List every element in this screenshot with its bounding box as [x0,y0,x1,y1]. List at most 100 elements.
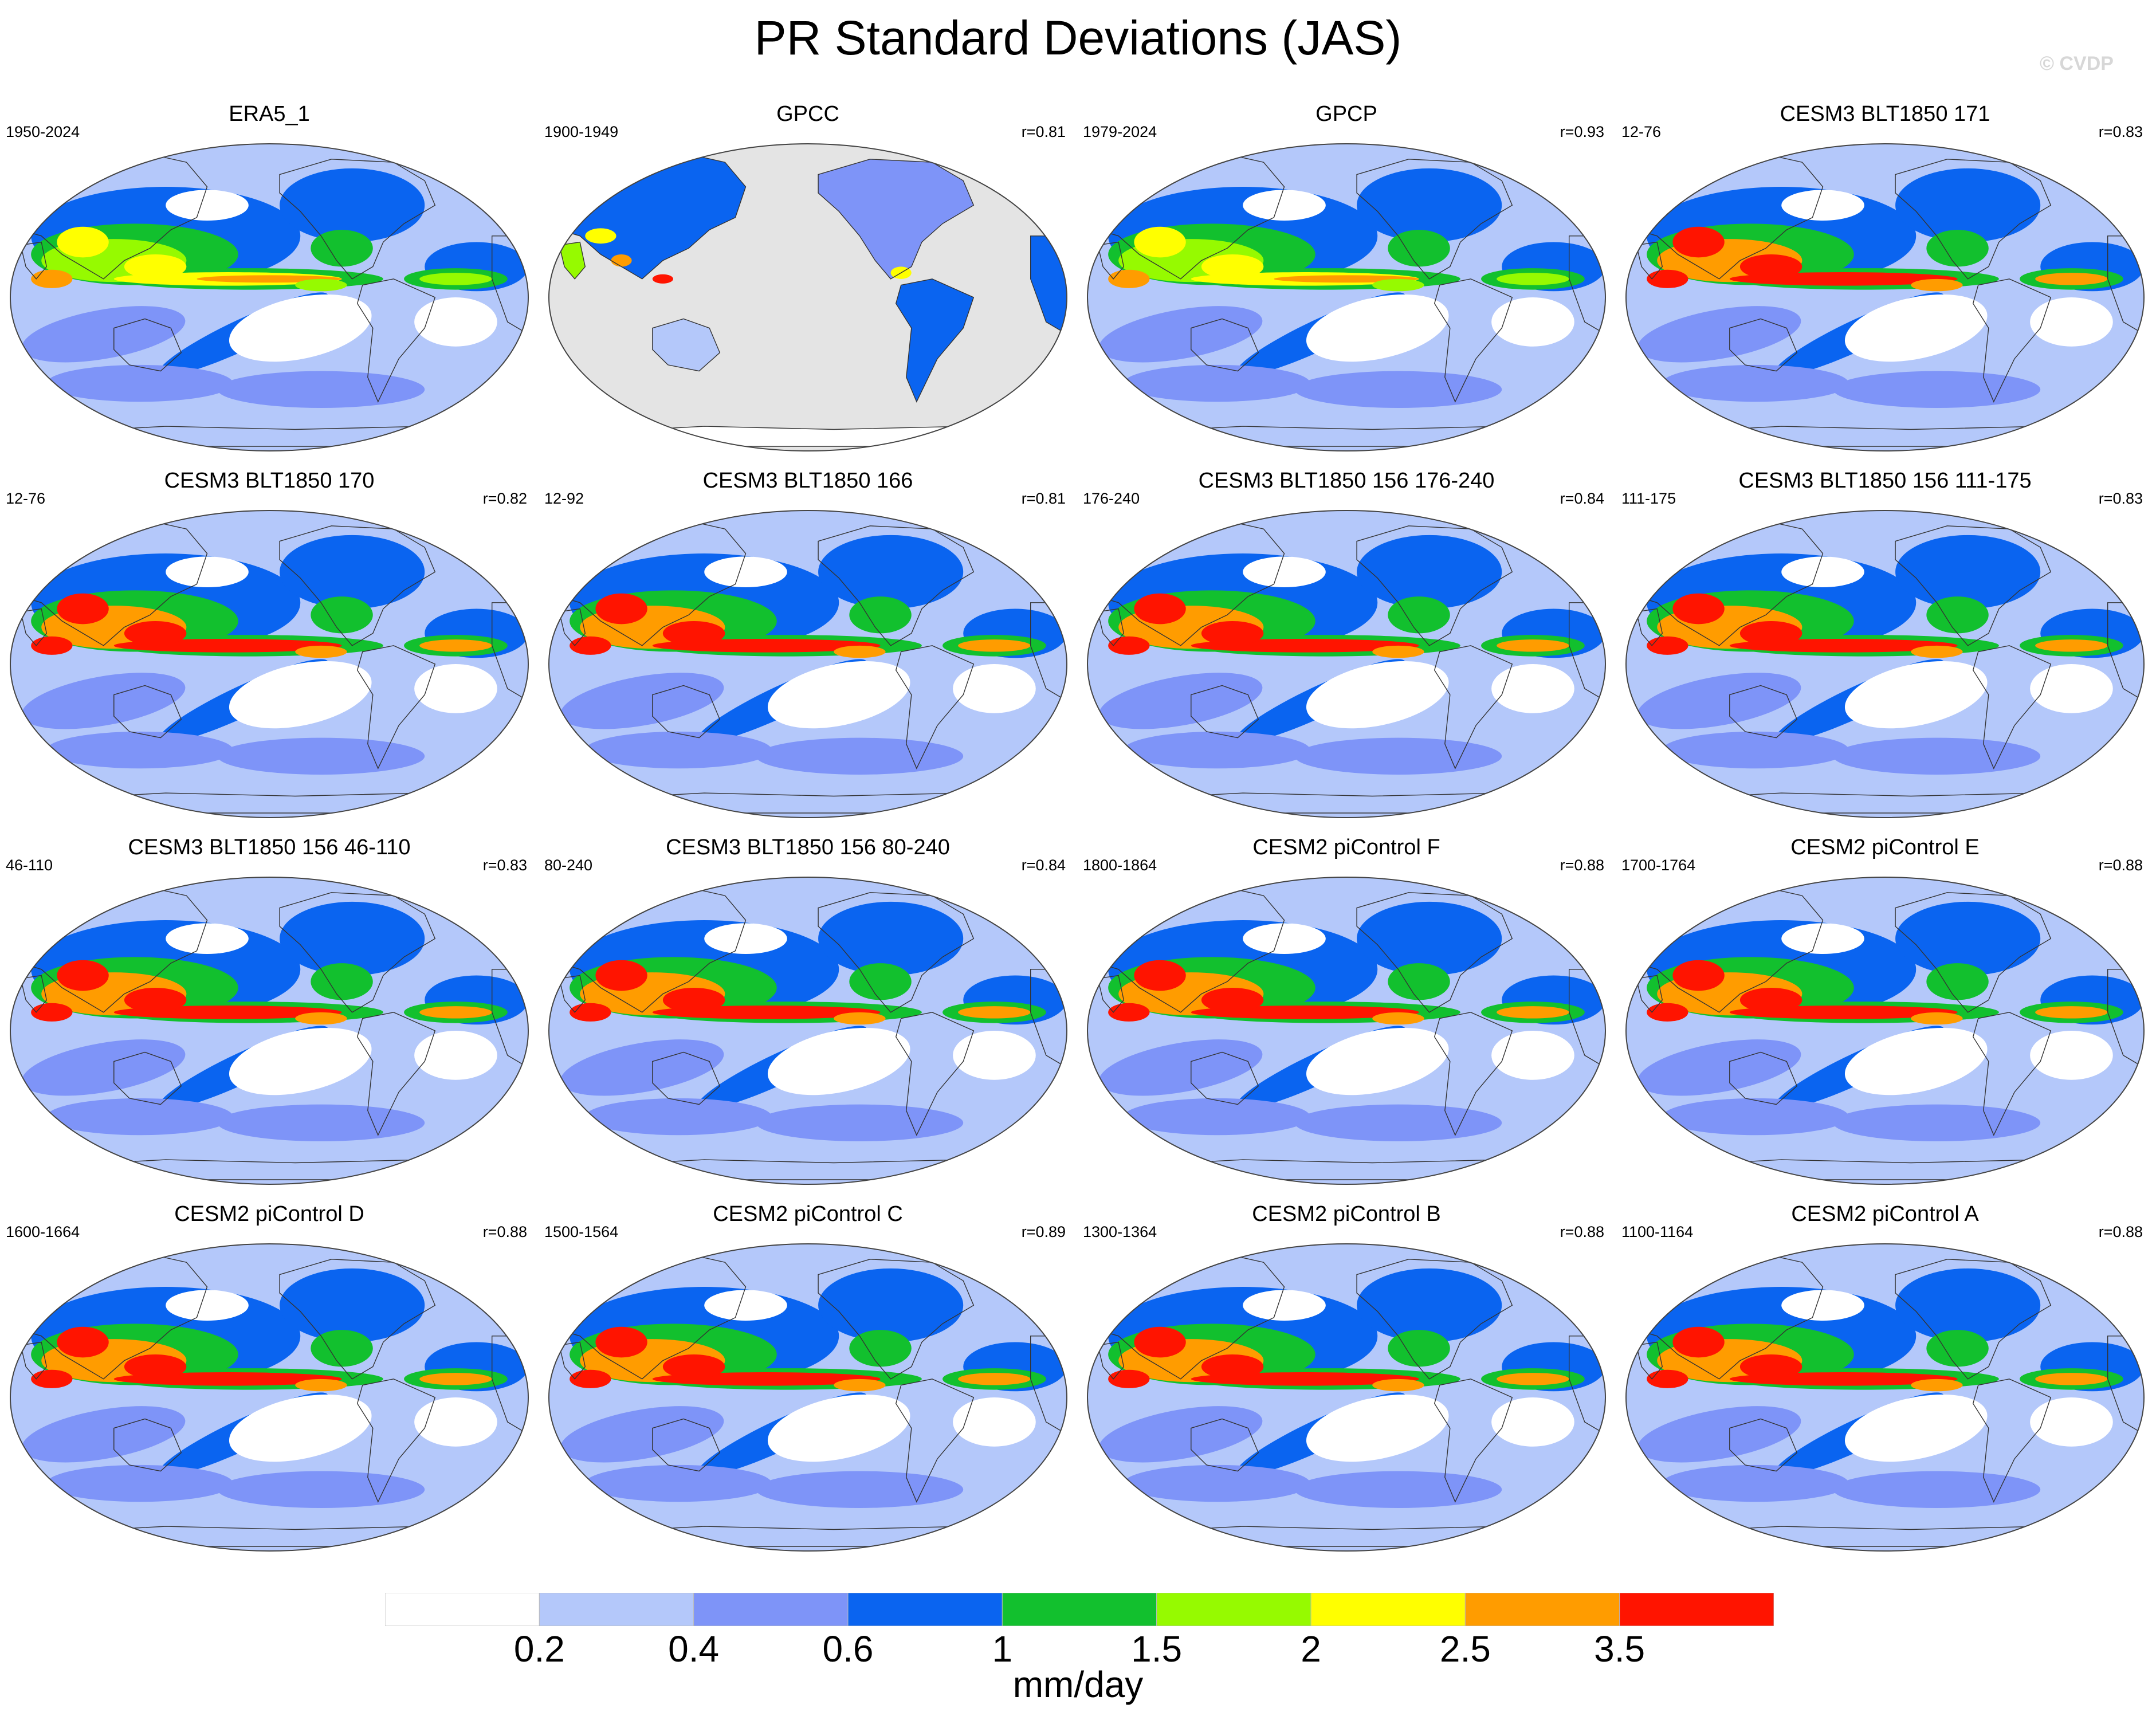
panel-pattern-correlation: r=0.88 [2098,857,2143,874]
panel-pattern-correlation: r=0.89 [1021,1223,1066,1240]
field-contour [419,1006,492,1019]
field-contour [1294,371,1502,408]
coastline-greenland [434,152,482,187]
map-panel: CESM2 piControl D 1600-1664 r=0.88 [0,1200,539,1556]
coastline-greenland [973,152,1021,187]
field-contour [1306,1394,1449,1462]
field-contour [1201,254,1264,279]
colorbar-box [1156,1593,1311,1626]
field-contour [1294,1471,1502,1508]
field-contour [1093,877,1600,921]
field-contour [1497,273,1569,285]
map-border [548,510,1067,818]
field-contour [756,1104,964,1141]
map-border [10,1243,529,1552]
field-contour [1895,535,2041,609]
field-contour [704,1290,787,1321]
coastline-greenland [1511,1252,1560,1287]
field-contour [295,1379,347,1392]
field-contour [1098,1507,1595,1551]
field-contour [22,306,186,363]
field-contour [217,1471,425,1508]
panel-title: CESM2 piControl C [713,1202,903,1226]
field-contour [1388,1330,1450,1367]
field-contour [1098,1141,1595,1184]
field-contour [1491,297,1574,347]
field-contour [1637,1406,1801,1463]
field-contour [1844,294,1988,362]
field-contour [849,1330,912,1367]
coastline-s_america [1434,278,1513,403]
field-contour [1098,774,1595,818]
field-contour [166,190,249,221]
precip-std-map [1087,143,1606,451]
coastline-s_america [356,1012,436,1136]
field-contour [419,1373,492,1385]
field-contour [166,556,249,587]
land-field-india [559,242,586,279]
field-contour [560,1406,724,1463]
coastline-australia [113,685,182,739]
field-contour [1093,144,1600,187]
field-contour [1388,963,1450,1000]
field-contour [704,556,787,587]
map-panel: CESM3 BLT1850 170 12-76 r=0.82 [0,467,539,822]
field-contour [1497,639,1569,652]
field-contour [1844,661,1988,729]
field-contour [280,168,425,242]
field-contour [958,1373,1031,1385]
field-contour [1372,645,1424,658]
field-contour [1926,596,1989,634]
coastline-n_america [1356,159,1513,280]
field-contour [280,535,425,609]
field-contour [1306,1027,1449,1095]
field-contour [419,639,492,652]
field-contour [15,144,523,187]
coastline-s_america [1972,1012,2052,1136]
field-contour [311,230,373,267]
field-contour [570,636,611,655]
field-contour [124,254,187,279]
panel-pattern-correlation: r=0.83 [482,857,527,874]
field-contour [1844,1027,1988,1095]
field-contour [1201,987,1264,1012]
panel-title: CESM3 BLT1850 166 [702,469,913,493]
coastline-s_america [356,645,436,769]
map-border [548,143,1067,451]
field-contour [280,1268,425,1342]
field-contour [1647,269,1688,288]
coastline-australia [1729,685,1798,739]
field-contour [1739,621,1802,646]
coastline-s_america [1972,1379,2052,1503]
coastline-europe [2107,1268,2144,1325]
field-contour [1636,1507,2134,1551]
field-contour [1781,923,1864,954]
land-hotspot [652,274,673,284]
field-contour [1099,673,1263,729]
field-contour [554,1244,1062,1287]
field-contour [1372,1379,1424,1392]
field-contour [22,673,186,729]
field-contour [1243,1290,1326,1321]
field-contour [570,1369,611,1388]
field-contour [166,1290,249,1321]
colorbar-tick-label: 1.5 [1131,1628,1183,1670]
field-contour [1636,1141,2134,1184]
colorbar [385,1593,1774,1626]
field-contour [1911,645,1963,658]
coastline-india [559,241,586,280]
map-border [548,1243,1067,1552]
field-contour [1637,673,1801,729]
panel-title: CESM3 BLT1850 156 176-240 [1198,469,1495,493]
panel-period: 176-240 [1083,490,1140,507]
field-contour [295,1012,347,1025]
panel-pattern-correlation: r=0.81 [1021,490,1066,507]
coastline-greenland [1511,886,1560,921]
figure-title: PR Standard Deviations (JAS) [754,11,1402,65]
field-contour [1093,1244,1600,1287]
field-contour [1662,731,1849,769]
field-contour [1099,1039,1263,1096]
field-contour [2035,273,2108,285]
panel-pattern-correlation: r=0.88 [2098,1223,2143,1240]
panel-pattern-correlation: r=0.83 [2098,490,2143,507]
